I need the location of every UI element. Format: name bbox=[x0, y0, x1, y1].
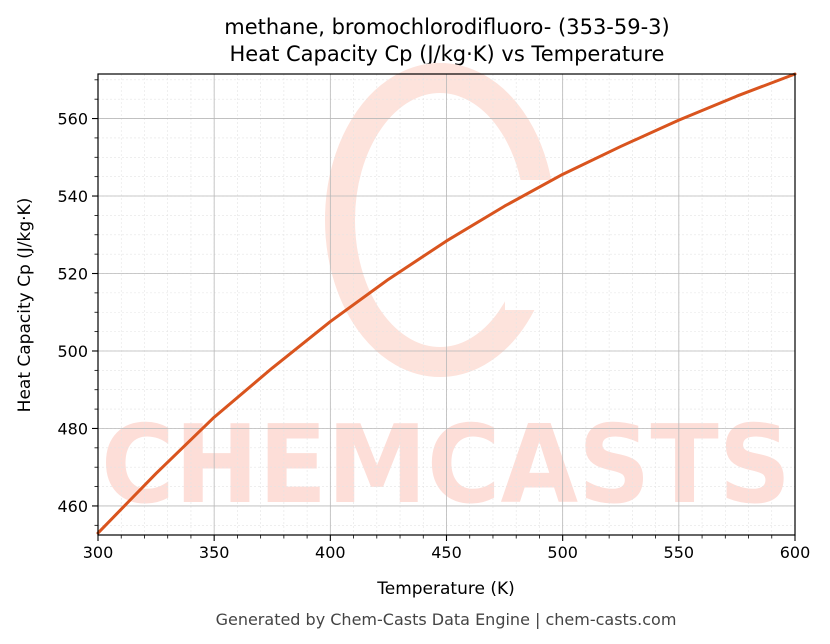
x-tick-label: 500 bbox=[547, 543, 578, 562]
x-tick-label: 550 bbox=[664, 543, 695, 562]
x-tick-label: 350 bbox=[199, 543, 230, 562]
chart-title-line2: Heat Capacity Cp (J/kg·K) vs Temperature bbox=[230, 42, 665, 66]
x-tick-label: 400 bbox=[315, 543, 346, 562]
x-tick-label: 300 bbox=[83, 543, 114, 562]
y-tick-label: 560 bbox=[57, 110, 88, 129]
y-tick-label: 480 bbox=[57, 419, 88, 438]
y-tick-label: 540 bbox=[57, 187, 88, 206]
x-axis: 300 350 400 450 500 550 600 bbox=[83, 535, 811, 562]
x-tick-label: 450 bbox=[431, 543, 462, 562]
y-axis-label: Heat Capacity Cp (J/kg·K) bbox=[15, 198, 35, 413]
watermark-text: CHEMCASTS bbox=[101, 403, 791, 528]
footer-text: Generated by Chem-Casts Data Engine | ch… bbox=[216, 610, 677, 629]
watermark: CHEMCASTS bbox=[101, 63, 791, 528]
watermark-logo-icon bbox=[325, 63, 565, 377]
x-tick-label: 600 bbox=[780, 543, 811, 562]
chart-title-line1: methane, bromochlorodifluoro- (353-59-3) bbox=[224, 15, 670, 39]
y-tick-label: 460 bbox=[57, 497, 88, 516]
x-axis-label: Temperature (K) bbox=[376, 579, 515, 599]
y-tick-label: 500 bbox=[57, 342, 88, 361]
y-tick-label: 520 bbox=[57, 265, 88, 284]
y-axis: 460 480 500 520 540 560 bbox=[57, 79, 98, 526]
series-line bbox=[96, 72, 797, 535]
